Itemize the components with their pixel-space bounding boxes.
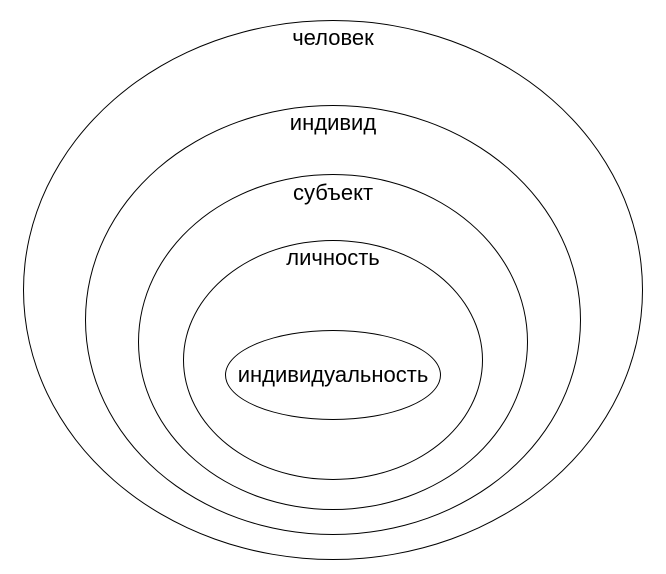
nested-ellipse-diagram: человек индивид субъект личность индивид…	[0, 0, 666, 574]
label-inner: индивидуальность	[238, 362, 429, 388]
label-fourth: личность	[286, 245, 380, 271]
label-second: индивид	[290, 110, 376, 136]
label-outer: человек	[292, 25, 374, 51]
label-third: субъект	[293, 180, 373, 206]
